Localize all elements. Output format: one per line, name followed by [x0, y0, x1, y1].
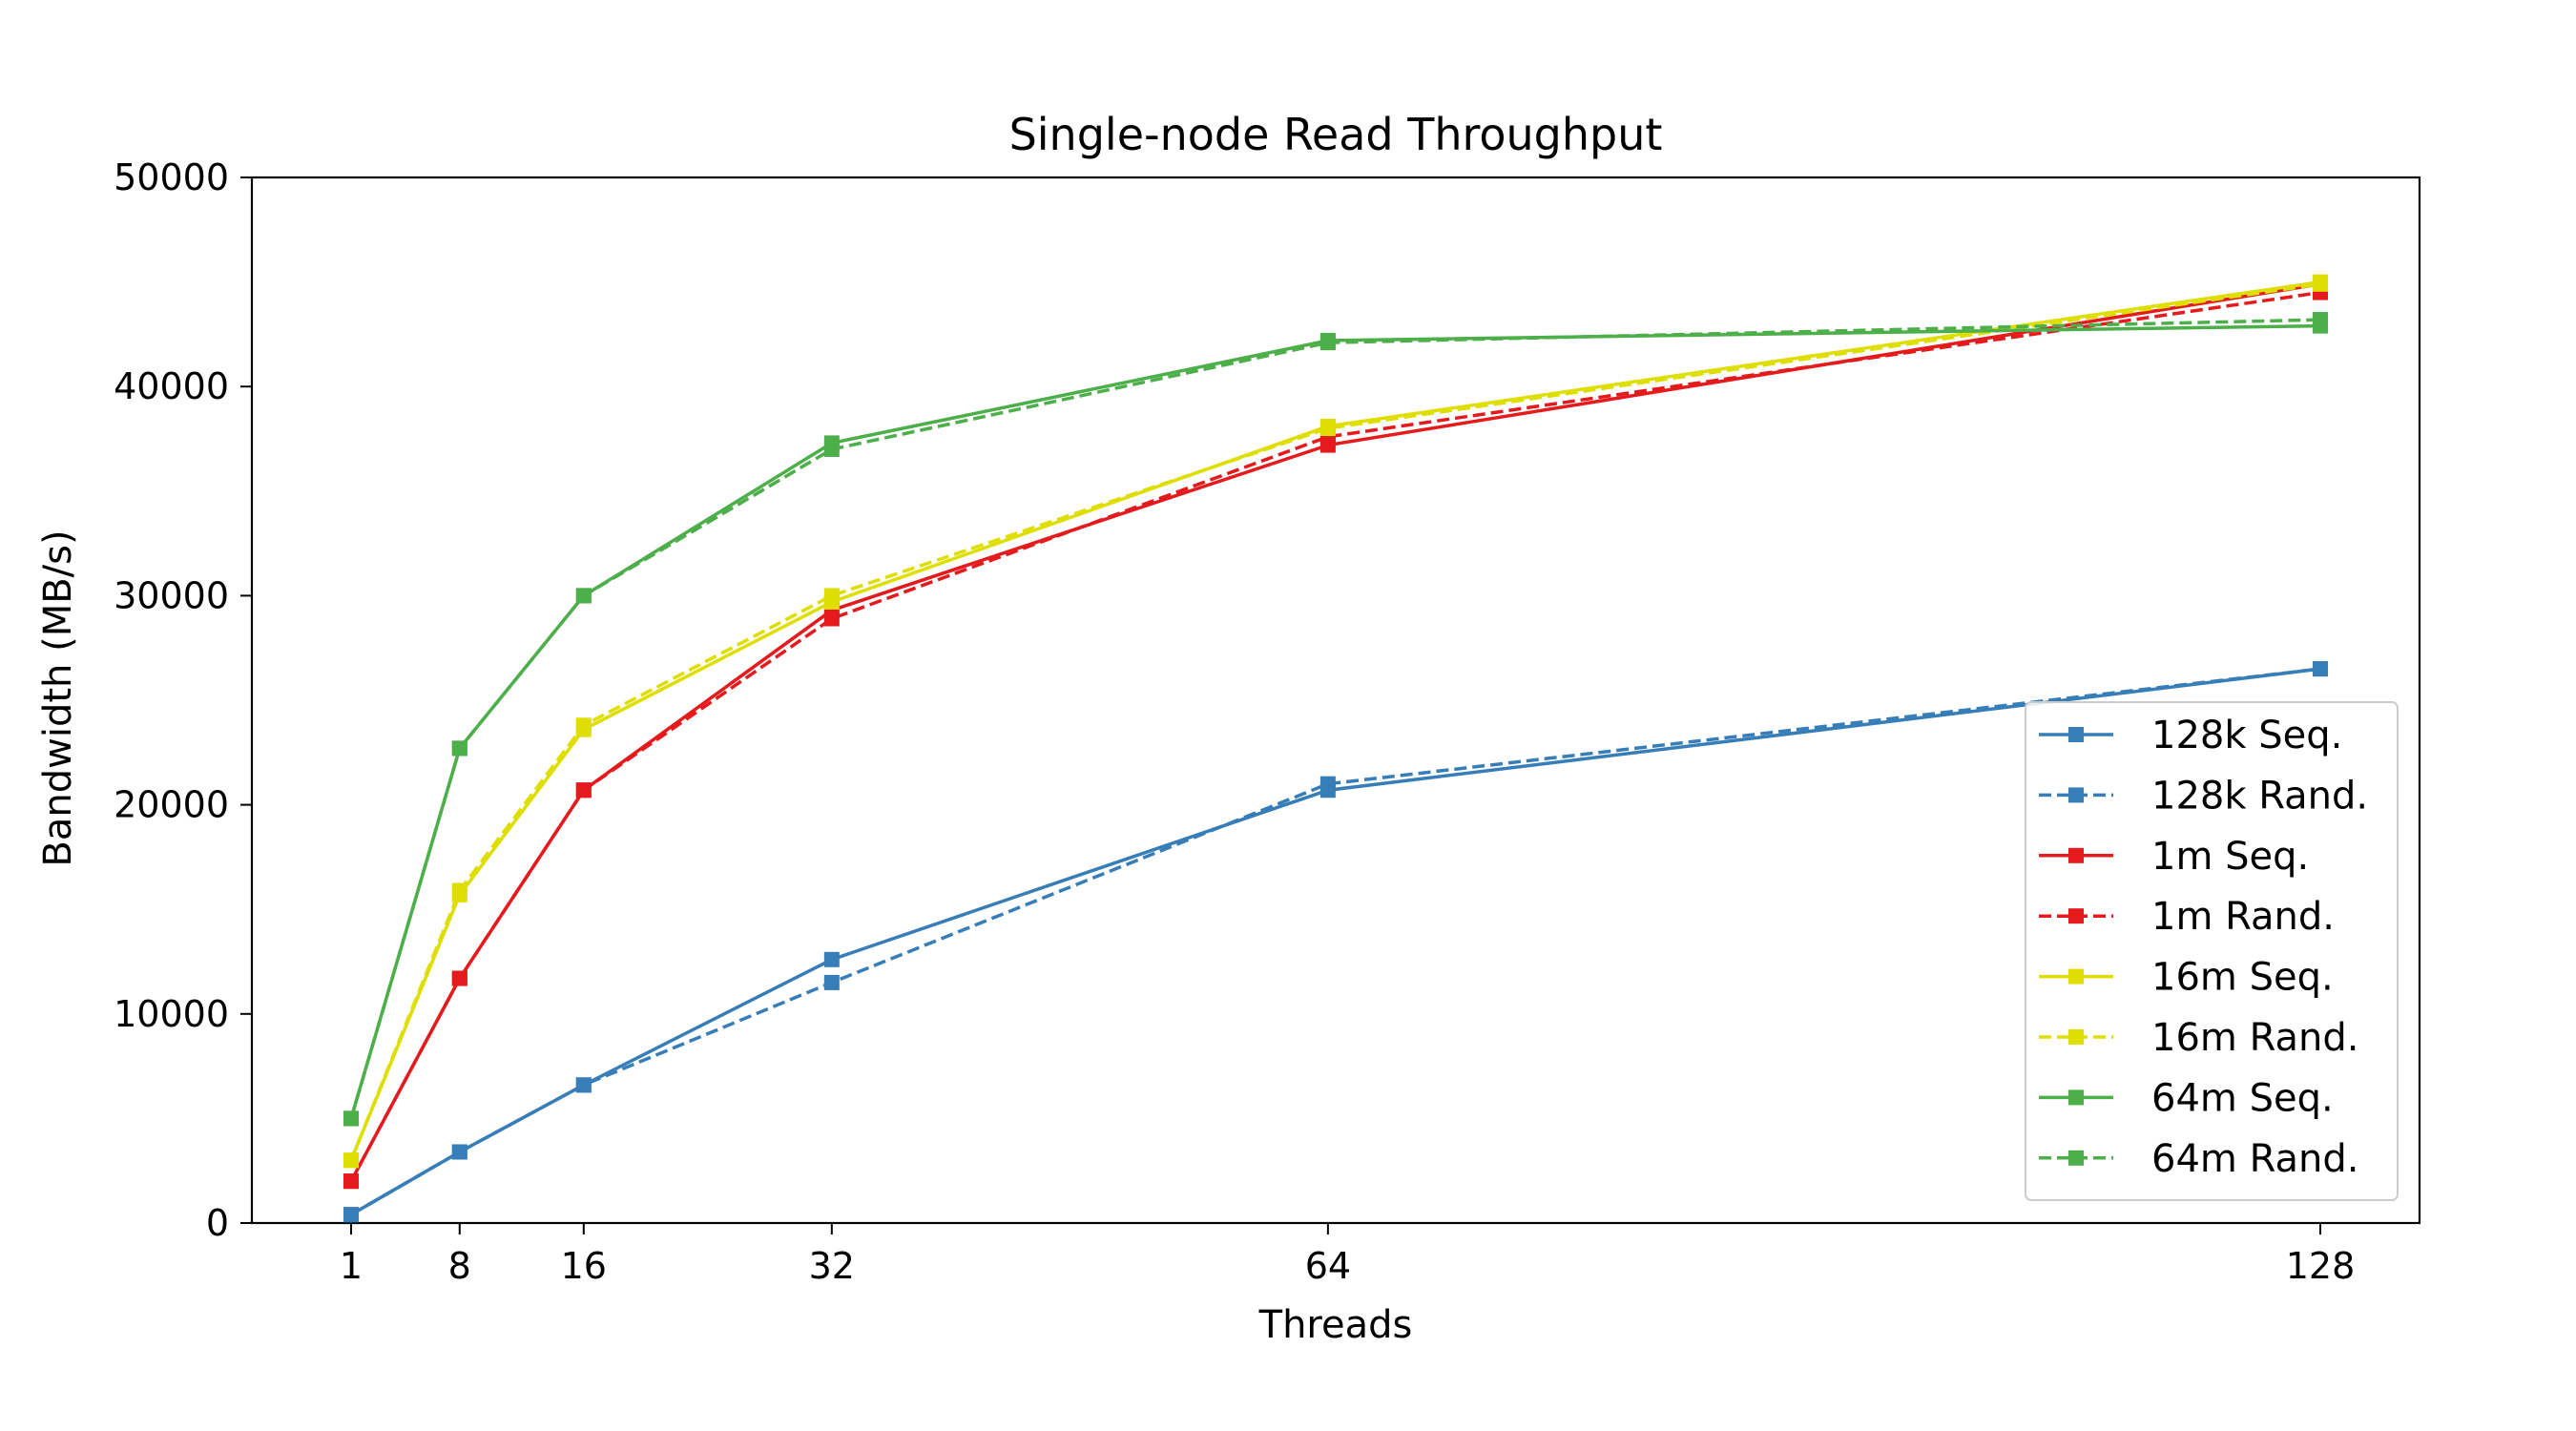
- legend-box: [2025, 701, 2399, 1201]
- legend: 128k Seq. 128k Rand. 1m Seq. 1m Rand. 16m Se…: [2025, 701, 2399, 1201]
- data-point: [823, 611, 840, 627]
- data-point: [575, 588, 592, 604]
- data-point: [343, 1110, 360, 1127]
- y-tick-label: 20000: [114, 784, 229, 826]
- legend-marker: [2068, 1089, 2084, 1106]
- data-point: [823, 974, 840, 990]
- legend-label: 1m Rand.: [2151, 895, 2335, 939]
- legend-marker: [2068, 908, 2084, 924]
- y-tick-label: 50000: [114, 156, 229, 198]
- data-point: [2312, 312, 2328, 328]
- y-tick-label: 10000: [114, 993, 229, 1035]
- legend-marker: [2068, 787, 2084, 803]
- data-point: [451, 970, 467, 986]
- data-point: [451, 882, 467, 899]
- y-axis-label: Bandwidth (MB/s): [36, 529, 80, 866]
- legend-marker: [2068, 1150, 2084, 1166]
- chart-title: Single-node Read Throughput: [1009, 109, 1663, 160]
- legend-label: 64m Seq.: [2151, 1076, 2334, 1120]
- series-line-3: [349, 290, 2321, 1183]
- data-point: [451, 740, 467, 757]
- data-point: [1319, 776, 1336, 792]
- data-point: [343, 1152, 360, 1169]
- legend-marker: [2068, 1029, 2084, 1045]
- data-point: [451, 1144, 467, 1160]
- data-point: [343, 1207, 360, 1223]
- plot-area: 1 8 16 32 64 128 0 10000 20000 30000 40000 50000: [114, 156, 2421, 1287]
- data-point: [823, 588, 840, 604]
- legend-marker: [2068, 968, 2084, 985]
- legend-label: 1m Seq.: [2151, 835, 2309, 879]
- series-line-5: [349, 282, 2321, 1161]
- data-point: [1319, 335, 1336, 351]
- data-point: [2312, 661, 2328, 677]
- data-point: [823, 951, 840, 967]
- x-axis-label: Threads: [1258, 1303, 1413, 1347]
- legend-label: 16m Seq.: [2151, 956, 2334, 1000]
- series-line-7: [349, 318, 2321, 1119]
- legend-marker: [2068, 847, 2084, 863]
- data-point: [575, 1077, 592, 1093]
- y-tick-label: 0: [206, 1202, 229, 1244]
- data-point: [575, 782, 592, 798]
- x-tick-label: 32: [809, 1245, 855, 1287]
- legend-label: 16m Rand.: [2151, 1016, 2358, 1060]
- data-point: [575, 717, 592, 734]
- x-tick-label: 1: [340, 1245, 363, 1287]
- legend-marker: [2068, 727, 2084, 742]
- legend-label: 64m Rand.: [2151, 1137, 2358, 1181]
- y-tick-label: 30000: [114, 574, 229, 616]
- legend-label: 128k Rand.: [2151, 774, 2368, 818]
- data-point: [343, 1173, 360, 1190]
- x-tick-label: 128: [2286, 1245, 2356, 1287]
- series-line-0: [350, 667, 2321, 1216]
- y-tick-label: 40000: [114, 365, 229, 407]
- series-line-1: [350, 667, 2321, 1216]
- x-tick-label: 64: [1305, 1245, 1351, 1287]
- axes-frame: [250, 176, 2421, 1225]
- data-point: [823, 441, 840, 457]
- legend-label: 128k Seq.: [2151, 714, 2342, 757]
- data-point: [2312, 276, 2328, 292]
- x-tick-label: 16: [561, 1245, 607, 1287]
- x-tick-label: 8: [448, 1245, 471, 1287]
- data-point: [1319, 421, 1336, 437]
